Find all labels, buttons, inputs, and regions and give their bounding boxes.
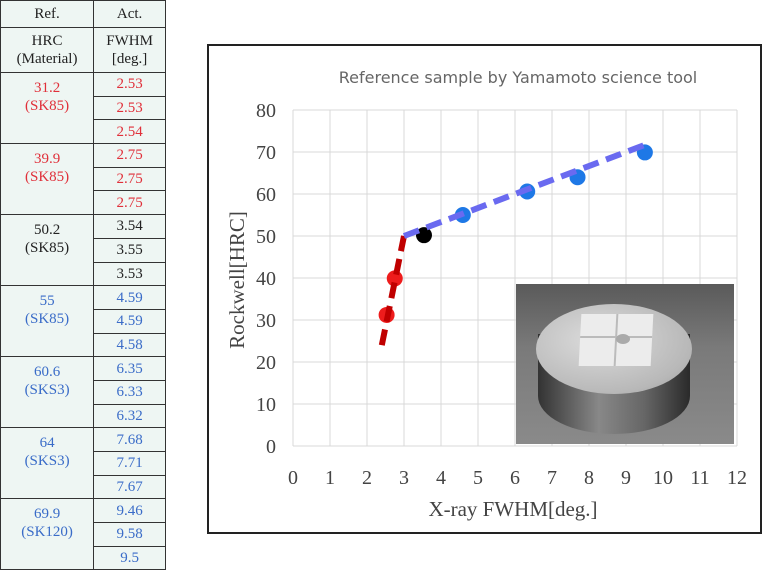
hrc-value: 50.2: [33, 222, 61, 239]
table-row: 4.59: [1, 308, 166, 334]
table-row: 2.75: [1, 166, 166, 192]
trendline: [378, 235, 407, 346]
table-row: 3.55: [1, 237, 166, 263]
fwhm-cell: 4.58: [93, 332, 166, 358]
y-tick-label: 80: [256, 100, 276, 122]
hrc-value: 69.9: [33, 506, 61, 523]
hrc-cell: 50.2 (SK85): [0, 214, 95, 287]
fwhm-cell: 6.33: [93, 379, 166, 405]
material-value: (SKS3): [24, 382, 70, 399]
y-tick-label: 70: [256, 142, 276, 164]
material-value: (SK85): [24, 311, 70, 328]
subheader-hrc: HRC (Material): [0, 27, 95, 73]
table-row: 50.2 (SK85) 3.54: [0, 214, 166, 287]
table-row: 39.9 (SK85) 2.75: [0, 143, 166, 216]
hrc-value: 31.2: [33, 80, 61, 96]
fwhm-cell: 7.68: [93, 427, 166, 452]
fwhm-cell: 2.75: [93, 190, 166, 216]
header-act: Act.: [93, 0, 166, 28]
fwhm-cell: 6.32: [93, 403, 166, 429]
table-row: 3.53: [1, 261, 166, 287]
header-ref: Ref.: [0, 0, 95, 28]
hrc-value: 39.9: [33, 151, 61, 168]
hrc-cell: 39.9 (SK85): [0, 143, 95, 216]
y-tick-label: 40: [256, 268, 276, 290]
table-row: 6.32: [1, 403, 166, 429]
x-tick-label: 12: [727, 467, 747, 489]
material-value: (SK85): [24, 169, 70, 186]
x-tick-label: 10: [653, 467, 673, 489]
subheader-line: [deg.]: [111, 51, 148, 67]
hrc-value: 60.6: [33, 364, 61, 381]
table-row: 7.71: [1, 451, 166, 476]
table-row: 9.5: [1, 545, 166, 571]
y-tick-label: 30: [256, 310, 276, 332]
x-tick-label: 6: [510, 467, 520, 489]
fwhm-cell: 2.75: [93, 166, 166, 192]
x-axis-label: X-ray FWHM[deg.]: [428, 497, 597, 521]
fwhm-cell: 7.71: [93, 451, 166, 476]
y-tick-label: 60: [256, 184, 276, 206]
subheader-line: HRC: [31, 33, 63, 49]
table-row: 6.33: [1, 379, 166, 405]
y-tick-label: 10: [256, 394, 276, 416]
x-tick-label: 7: [547, 467, 557, 489]
material-value: (SK85): [24, 98, 70, 114]
table-row: 7.67: [1, 474, 166, 500]
chart-title: Reference sample by Yamamoto science too…: [339, 68, 698, 87]
subheader-fwhm: FWHM [deg.]: [93, 27, 166, 73]
fwhm-cell: 2.54: [93, 119, 166, 145]
hrc-value: 55: [39, 293, 55, 310]
y-axis-label: Rockwell[HRC]: [225, 211, 249, 349]
x-tick-label: 5: [473, 467, 483, 489]
fwhm-cell: 4.59: [93, 308, 166, 334]
table-row: 31.2 (SK85) 2.53: [0, 71, 166, 145]
hrc-cell: 69.9 (SK120): [0, 498, 95, 571]
subheader-line: FWHM: [106, 33, 153, 49]
y-tick-label: 20: [256, 352, 276, 374]
reference-table: Ref. Act. HRC (Material) FWHM [deg.] 31.2 (SK85…: [0, 0, 166, 571]
fwhm-cell: 2.75: [93, 143, 166, 168]
x-tick-label: 0: [288, 467, 298, 489]
table-row: 69.9 (SK120) 9.46: [0, 498, 166, 571]
chart-frame: [207, 44, 762, 534]
data-point: [415, 227, 432, 244]
fwhm-cell: 6.35: [93, 356, 166, 381]
fwhm-cell: 7.67: [93, 474, 166, 500]
table-row: 2.53: [1, 95, 166, 121]
x-tick-label: 1: [325, 467, 335, 489]
fwhm-cell: 9.46: [93, 498, 166, 524]
fwhm-cell: 3.53: [93, 261, 166, 287]
table-row: 2.54: [1, 119, 166, 145]
x-tick-label: 4: [436, 467, 446, 489]
x-tick-label: 2: [362, 467, 372, 489]
x-tick-label: 9: [621, 467, 631, 489]
fwhm-cell: 3.55: [93, 237, 166, 263]
table-row: 64 (SKS3) 7.68: [0, 427, 166, 500]
x-tick-label: 8: [584, 467, 594, 489]
trendline: [402, 140, 650, 239]
fwhm-cell: 3.54: [93, 214, 166, 239]
material-value: (SKS3): [24, 453, 70, 470]
fwhm-cell: 2.53: [93, 95, 166, 121]
x-tick-label: 11: [690, 467, 709, 489]
fwhm-cell: 2.53: [93, 72, 166, 97]
y-tick-label: 0: [266, 436, 276, 458]
table-row: 2.75: [1, 190, 166, 216]
material-value: (SK85): [24, 240, 70, 257]
fwhm-cell: 9.5: [93, 545, 166, 571]
fwhm-cell: 4.59: [93, 285, 166, 310]
x-tick-label: 3: [399, 467, 409, 489]
hrc-cell: 64 (SKS3): [0, 427, 95, 500]
subheader-line: (Material): [16, 51, 78, 67]
table-row: 55 (SK85) 4.59: [0, 285, 166, 358]
measurement-spot: [616, 334, 630, 344]
hrc-value: 64: [39, 435, 55, 452]
hrc-cell: 31.2 (SK85): [0, 71, 95, 145]
material-value: (SK120): [21, 524, 73, 541]
y-tick-label: 50: [256, 226, 276, 248]
table-row: 4.58: [1, 332, 166, 358]
sample-photo: [516, 284, 734, 444]
